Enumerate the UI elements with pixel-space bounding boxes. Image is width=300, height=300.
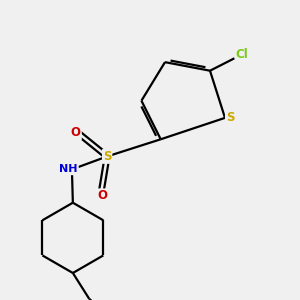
Text: NH: NH xyxy=(59,164,78,174)
Text: O: O xyxy=(98,189,108,203)
Text: S: S xyxy=(103,150,111,163)
Text: O: O xyxy=(71,126,81,140)
Text: Cl: Cl xyxy=(236,48,248,61)
Text: S: S xyxy=(226,111,234,124)
